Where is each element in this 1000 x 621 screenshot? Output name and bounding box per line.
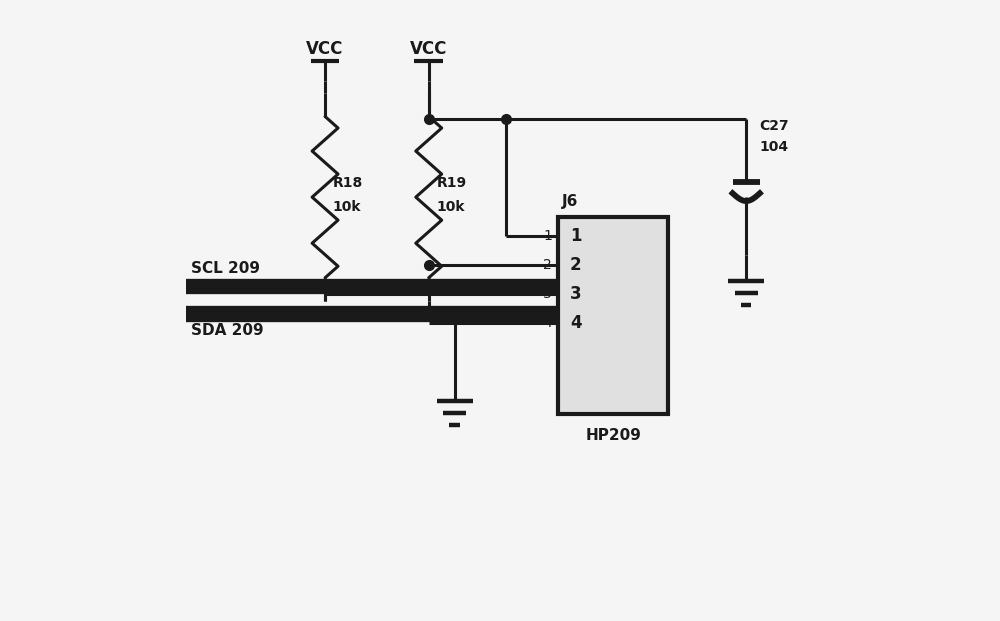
Text: 1: 1 [570, 227, 581, 245]
Text: 2: 2 [570, 256, 582, 274]
Text: 2: 2 [543, 258, 552, 272]
Text: J6: J6 [562, 194, 578, 209]
Text: 104: 104 [759, 140, 788, 153]
Text: SCL 209: SCL 209 [191, 261, 260, 276]
Text: 3: 3 [543, 288, 552, 301]
Text: VCC: VCC [306, 40, 344, 58]
Text: 1: 1 [543, 229, 552, 243]
Text: 4: 4 [543, 317, 552, 330]
Text: 10k: 10k [333, 200, 361, 214]
Text: R19: R19 [437, 176, 467, 190]
Text: 10k: 10k [437, 200, 465, 214]
Text: R18: R18 [333, 176, 363, 190]
Text: 4: 4 [570, 314, 582, 332]
Text: SDA 209: SDA 209 [191, 323, 264, 338]
Text: 3: 3 [570, 285, 582, 303]
Text: VCC: VCC [410, 40, 447, 58]
FancyBboxPatch shape [558, 217, 668, 414]
Text: HP209: HP209 [585, 428, 641, 443]
Text: C27: C27 [759, 119, 789, 133]
